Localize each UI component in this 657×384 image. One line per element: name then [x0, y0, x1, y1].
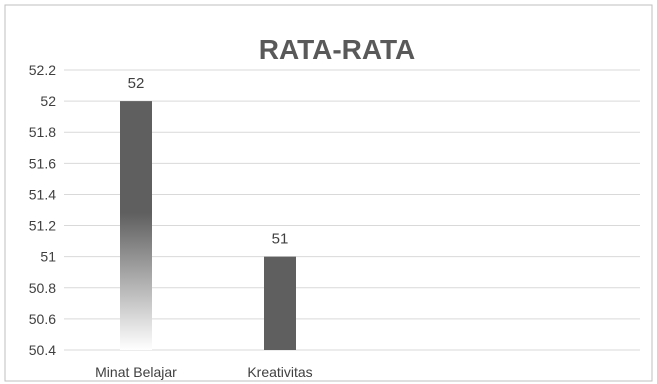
- x-tick-label: Minat Belajar: [95, 364, 177, 380]
- y-tick-label: 51.6: [29, 155, 56, 171]
- y-tick-label: 50.6: [29, 311, 56, 327]
- y-axis-ticks: 50.4 50.6 50.8 51 51.2 51.4 51.6 51.8 52 52.2: [29, 62, 56, 358]
- y-tick-label: 52: [40, 93, 56, 109]
- data-label: 52: [128, 75, 145, 92]
- y-tick-label: 52.2: [29, 62, 56, 78]
- chart-border: [4, 4, 653, 382]
- data-label: 51: [272, 231, 289, 248]
- bar-kreativitas: [264, 256, 296, 350]
- bars: [120, 101, 296, 350]
- data-labels: 52 51: [128, 75, 289, 248]
- y-tick-label: 50.8: [29, 280, 56, 296]
- y-tick-label: 51.2: [29, 218, 56, 234]
- bar-minat-belajar: [120, 101, 152, 350]
- gridlines: [64, 69, 640, 351]
- y-tick-label: 50.4: [29, 342, 56, 358]
- x-tick-label: Kreativitas: [247, 364, 312, 380]
- y-tick-label: 51.4: [29, 186, 56, 202]
- chart-title: RATA-RATA: [259, 34, 416, 65]
- y-tick-label: 51.8: [29, 124, 56, 140]
- x-axis-ticks: Minat Belajar Kreativitas: [95, 364, 313, 380]
- y-tick-label: 51: [40, 249, 56, 265]
